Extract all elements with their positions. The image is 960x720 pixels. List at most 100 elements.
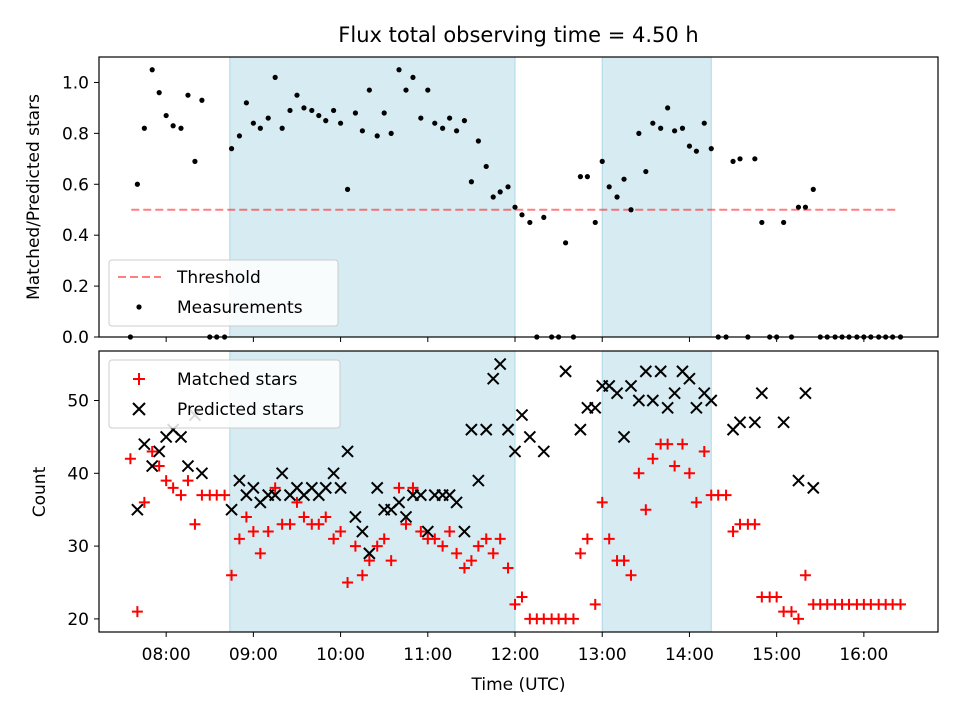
predicted-star-point <box>799 387 812 400</box>
predicted-star-point <box>225 503 238 516</box>
y-tick-label: 20 <box>67 610 89 630</box>
measurement-point <box>453 128 460 134</box>
measurement-point <box>265 115 271 121</box>
matched-star-point <box>400 518 412 530</box>
predicted-legend-swatch <box>132 402 146 416</box>
measurement-point <box>519 212 525 218</box>
measurement-point <box>425 87 431 93</box>
measurement-point <box>693 148 700 154</box>
predicted-star-point <box>624 379 638 393</box>
measurement-point <box>141 125 147 131</box>
x-tick-label: 10:00 <box>316 645 365 665</box>
measurement-point <box>418 115 424 121</box>
predicted-star-point <box>610 387 624 400</box>
matched-star-point <box>720 489 732 501</box>
predicted-star-point <box>589 401 602 414</box>
measurement-point <box>134 181 140 187</box>
matched-star-point <box>138 496 150 508</box>
predicted-star-point <box>181 459 195 473</box>
x-tick-label: 12:00 <box>491 645 540 665</box>
predicted-star-point <box>501 423 515 436</box>
measurement-point <box>614 194 620 200</box>
measurement-point <box>621 176 627 182</box>
predicted-star-point <box>559 365 572 378</box>
predicted-legend-label: Predicted stars <box>177 400 304 420</box>
measurement-point <box>759 219 765 226</box>
measurement-point <box>366 87 372 93</box>
matched-star-point <box>690 496 702 508</box>
measurement-point <box>541 214 547 220</box>
matched-star-point <box>393 482 405 494</box>
predicted-star-point <box>537 445 550 458</box>
measurement-point <box>331 107 337 114</box>
threshold-legend-label: Threshold <box>176 268 261 288</box>
matched-star-point <box>429 533 441 545</box>
matched-star-point <box>189 518 201 530</box>
predicted-star-point <box>414 488 428 502</box>
measurement-point <box>323 118 329 124</box>
measurement-point <box>287 107 293 114</box>
measurement-point <box>737 156 743 162</box>
x-tick-label: 08:00 <box>142 645 191 665</box>
predicted-star-point <box>247 481 260 495</box>
predicted-star-point <box>399 510 413 524</box>
bottom-x-ticks: 08:00 09:00 10:00 11:00 12:00 13:00 14:00 15:00… <box>142 632 888 665</box>
x-tick-label: 14:00 <box>665 645 714 665</box>
measurement-point <box>795 204 802 210</box>
predicted-star-point <box>465 423 478 436</box>
measurement-point <box>316 112 322 119</box>
y-tick-label: 0.2 <box>62 277 89 297</box>
matched-star-point <box>349 540 361 552</box>
matched-star-point <box>640 504 652 516</box>
matched-star-point <box>494 533 506 545</box>
predicted-star-point <box>574 423 587 436</box>
measurement-point <box>199 97 205 103</box>
predicted-star-point <box>392 496 406 509</box>
predicted-star-point <box>421 525 435 538</box>
measurement-point <box>497 189 503 195</box>
matched-star-point <box>284 518 296 530</box>
y-tick-label: 0.4 <box>62 226 89 246</box>
predicted-star-point <box>138 437 151 451</box>
matched-star-point <box>167 482 179 494</box>
predicted-star-points <box>131 357 820 560</box>
measurement-point <box>584 174 590 180</box>
matched-star-points <box>124 438 906 625</box>
predicted-star-point <box>275 467 289 480</box>
measurement-point <box>309 107 315 114</box>
measurement-point <box>636 130 642 136</box>
measurement-legend-label: Measurements <box>177 298 303 318</box>
matched-star-point <box>378 533 390 545</box>
matched-star-point <box>385 555 397 567</box>
matched-star-point <box>131 606 143 618</box>
matched-star-point <box>269 482 281 494</box>
matched-star-point <box>574 547 586 559</box>
matched-star-point <box>335 526 347 538</box>
matched-star-point <box>451 547 463 559</box>
bottom-legend: Matched stars Predicted stars <box>108 359 341 429</box>
y-tick-label: 1.0 <box>62 73 89 93</box>
measurement-point <box>650 120 656 126</box>
matched-star-point <box>175 489 187 501</box>
bottom-y-axis-label: Count <box>30 466 50 517</box>
measurement-point <box>468 179 475 185</box>
x-axis-label: Time (UTC) <box>471 675 566 695</box>
matched-star-point <box>509 598 521 610</box>
top-legend-box <box>108 259 339 327</box>
measurement-point <box>658 125 664 131</box>
measurement-point <box>403 87 409 93</box>
measurement-point <box>301 105 307 111</box>
y-tick-label: 0.8 <box>62 124 89 144</box>
measurement-legend-swatch <box>136 304 142 310</box>
matched-star-point <box>771 591 783 603</box>
predicted-star-point <box>487 372 500 385</box>
measurement-point <box>592 219 598 226</box>
matched-star-point <box>894 598 906 610</box>
measurement-point <box>374 133 380 139</box>
measurement-point <box>396 67 402 73</box>
predicted-star-point <box>617 430 631 444</box>
matched-star-point <box>342 576 354 588</box>
measurement-point <box>606 184 612 190</box>
matched-star-point <box>676 438 688 450</box>
